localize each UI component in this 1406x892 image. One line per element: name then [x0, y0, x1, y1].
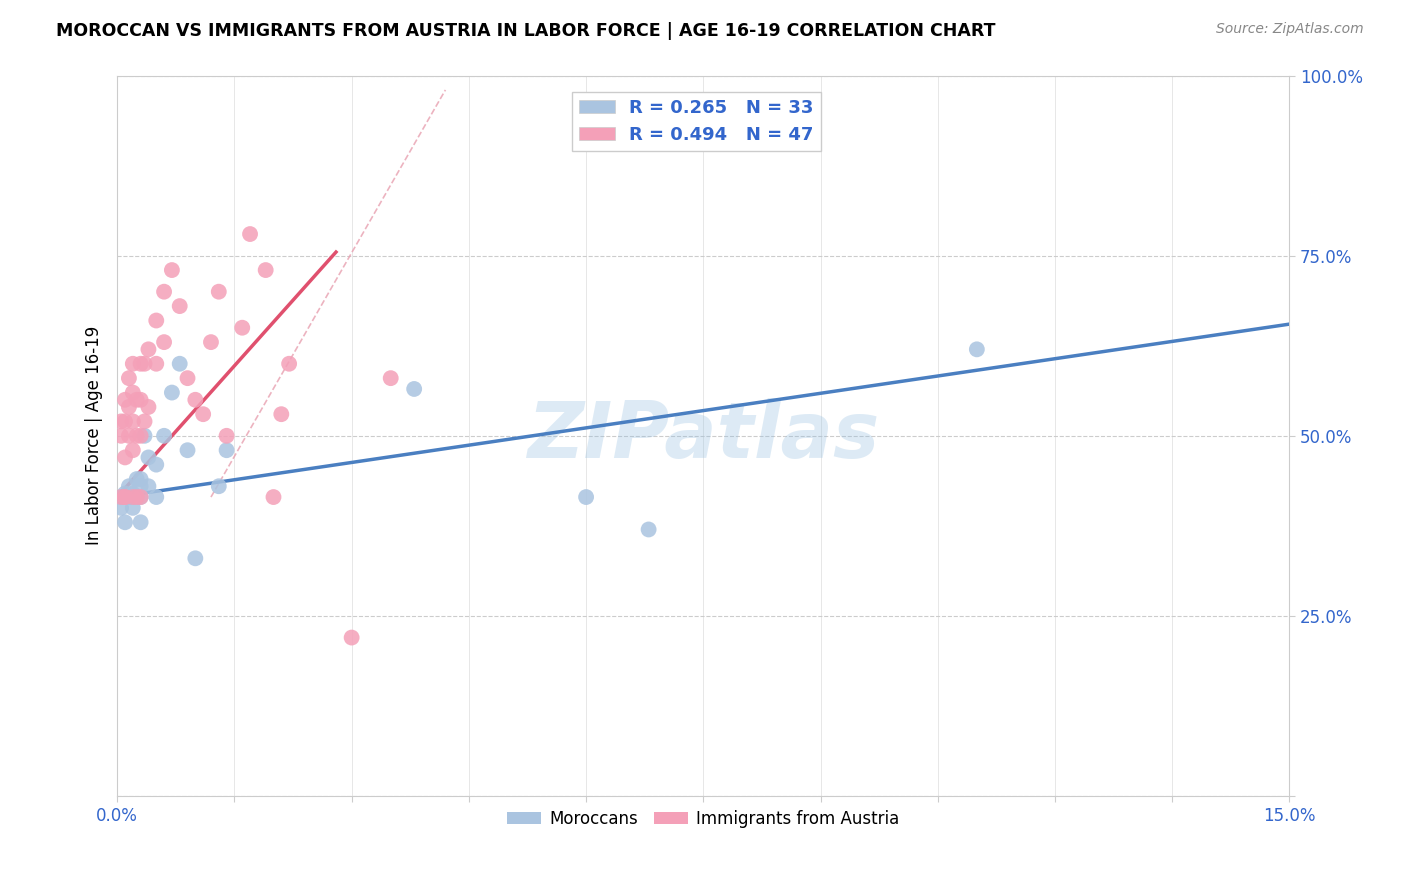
- Point: [138, 400, 160, 414]
- Point: [153, 285, 176, 299]
- Point: [380, 371, 402, 385]
- Point: [145, 458, 167, 472]
- Point: [118, 490, 141, 504]
- Point: [125, 392, 148, 407]
- Point: [966, 343, 988, 357]
- Point: [191, 407, 214, 421]
- Point: [145, 357, 167, 371]
- Point: [134, 357, 156, 371]
- Point: [176, 443, 198, 458]
- Point: [208, 285, 231, 299]
- Point: [125, 429, 148, 443]
- Point: [637, 523, 659, 537]
- Point: [114, 414, 136, 428]
- Point: [114, 392, 136, 407]
- Point: [129, 472, 152, 486]
- Point: [110, 490, 132, 504]
- Point: [340, 631, 363, 645]
- Point: [110, 429, 132, 443]
- Point: [114, 490, 136, 504]
- Point: [184, 392, 207, 407]
- Point: [270, 407, 292, 421]
- Text: MOROCCAN VS IMMIGRANTS FROM AUSTRIA IN LABOR FORCE | AGE 16-19 CORRELATION CHART: MOROCCAN VS IMMIGRANTS FROM AUSTRIA IN L…: [56, 22, 995, 40]
- Point: [215, 429, 238, 443]
- Point: [118, 371, 141, 385]
- Point: [215, 443, 238, 458]
- Point: [121, 490, 143, 504]
- Point: [121, 443, 143, 458]
- Point: [129, 479, 152, 493]
- Point: [169, 357, 191, 371]
- Point: [138, 450, 160, 465]
- Point: [114, 490, 136, 504]
- Point: [110, 500, 132, 515]
- Point: [121, 490, 143, 504]
- Legend: Moroccans, Immigrants from Austria: Moroccans, Immigrants from Austria: [501, 804, 905, 835]
- Point: [121, 357, 143, 371]
- Point: [134, 429, 156, 443]
- Text: Source: ZipAtlas.com: Source: ZipAtlas.com: [1216, 22, 1364, 37]
- Point: [153, 335, 176, 350]
- Point: [121, 414, 143, 428]
- Point: [184, 551, 207, 566]
- Point: [129, 490, 152, 504]
- Text: ZIPatlas: ZIPatlas: [527, 398, 879, 474]
- Point: [114, 516, 136, 530]
- Point: [134, 414, 156, 428]
- Point: [200, 335, 222, 350]
- Point: [138, 343, 160, 357]
- Point: [129, 429, 152, 443]
- Point: [129, 357, 152, 371]
- Point: [129, 490, 152, 504]
- Point: [575, 490, 598, 504]
- Point: [176, 371, 198, 385]
- Point: [121, 490, 143, 504]
- Point: [129, 516, 152, 530]
- Point: [208, 479, 231, 493]
- Point: [125, 490, 148, 504]
- Point: [263, 490, 285, 504]
- Point: [110, 490, 132, 504]
- Point: [125, 490, 148, 504]
- Point: [254, 263, 277, 277]
- Point: [114, 450, 136, 465]
- Point: [110, 414, 132, 428]
- Point: [231, 320, 253, 334]
- Point: [125, 472, 148, 486]
- Point: [160, 385, 183, 400]
- Point: [404, 382, 426, 396]
- Point: [239, 227, 262, 241]
- Point: [138, 479, 160, 493]
- Point: [118, 400, 141, 414]
- Point: [169, 299, 191, 313]
- Point: [118, 429, 141, 443]
- Point: [153, 429, 176, 443]
- Point: [114, 490, 136, 504]
- Point: [145, 490, 167, 504]
- Point: [121, 385, 143, 400]
- Point: [114, 486, 136, 500]
- Y-axis label: In Labor Force | Age 16-19: In Labor Force | Age 16-19: [86, 326, 103, 545]
- Point: [118, 479, 141, 493]
- Point: [129, 392, 152, 407]
- Point: [121, 486, 143, 500]
- Point: [121, 500, 143, 515]
- Point: [278, 357, 301, 371]
- Point: [160, 263, 183, 277]
- Point: [145, 313, 167, 327]
